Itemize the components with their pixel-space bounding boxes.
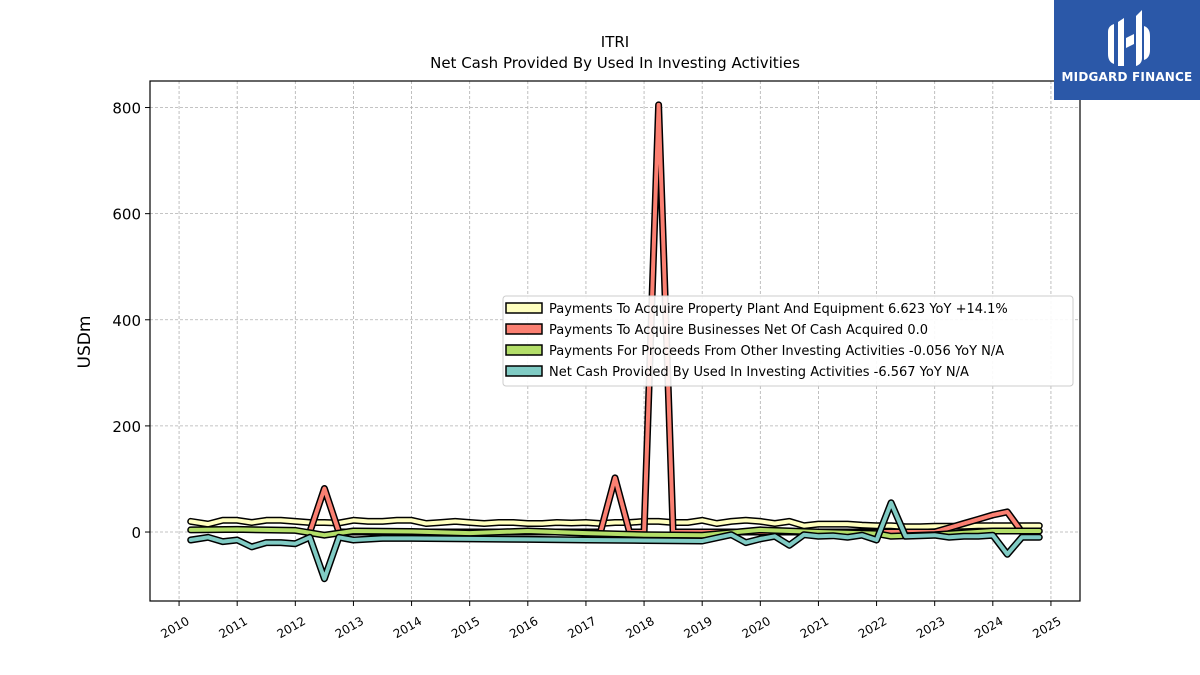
y-tick-label: 200 [112, 418, 141, 436]
x-tick-label: 2010 [158, 614, 191, 641]
legend-box [502, 295, 1074, 387]
x-tick-label: 2012 [275, 614, 308, 641]
legend-label-1: Payments To Acquire Businesses Net Of Ca… [549, 323, 928, 338]
brand-name: MIDGARD FINANCE [1061, 70, 1193, 84]
y-tick-label: 600 [112, 206, 141, 224]
x-tick-label: 2023 [914, 614, 947, 641]
legend-swatch-3 [505, 365, 543, 377]
x-tick-label: 2016 [507, 614, 540, 641]
y-tick-label: 0 [131, 524, 141, 542]
x-tick-label: 2014 [391, 614, 424, 641]
x-tick-label: 2025 [1030, 614, 1063, 641]
y-axis-label: USDm [75, 316, 95, 369]
legend-swatch-1 [505, 323, 543, 335]
legend-label-3: Net Cash Provided By Used In Investing A… [549, 365, 969, 380]
x-tick-label: 2020 [740, 614, 773, 641]
brand-logo: MIDGARD FINANCE [1054, 0, 1200, 100]
plot-frame [149, 80, 1081, 602]
chart-subtitle: Net Cash Provided By Used In Investing A… [430, 54, 800, 72]
x-tick-label: 2013 [333, 614, 366, 641]
x-tick-label: 2018 [623, 614, 656, 641]
legend-swatch-2 [505, 344, 543, 356]
legend-label-0: Payments To Acquire Property Plant And E… [549, 302, 1008, 317]
x-tick-label: 2015 [449, 614, 482, 641]
series-line-3 [188, 500, 1042, 581]
x-tick-label: 2022 [856, 614, 889, 641]
x-tick-label: 2011 [216, 614, 249, 641]
x-tick-label: 2017 [565, 614, 598, 641]
series-line-2 [188, 527, 1042, 539]
legend-label-2: Payments For Proceeds From Other Investi… [549, 344, 1004, 359]
x-tick-label: 2021 [798, 614, 831, 641]
logo-mark-icon [1108, 10, 1150, 66]
x-tick-label: 2019 [681, 614, 714, 641]
legend-swatch-0 [505, 302, 543, 314]
x-tick-label: 2024 [972, 614, 1005, 641]
y-tick-label: 400 [112, 312, 141, 330]
legend: Payments To Acquire Property Plant And E… [502, 295, 1074, 387]
y-tick-label: 800 [112, 100, 141, 118]
chart-title: ITRI [601, 33, 629, 51]
